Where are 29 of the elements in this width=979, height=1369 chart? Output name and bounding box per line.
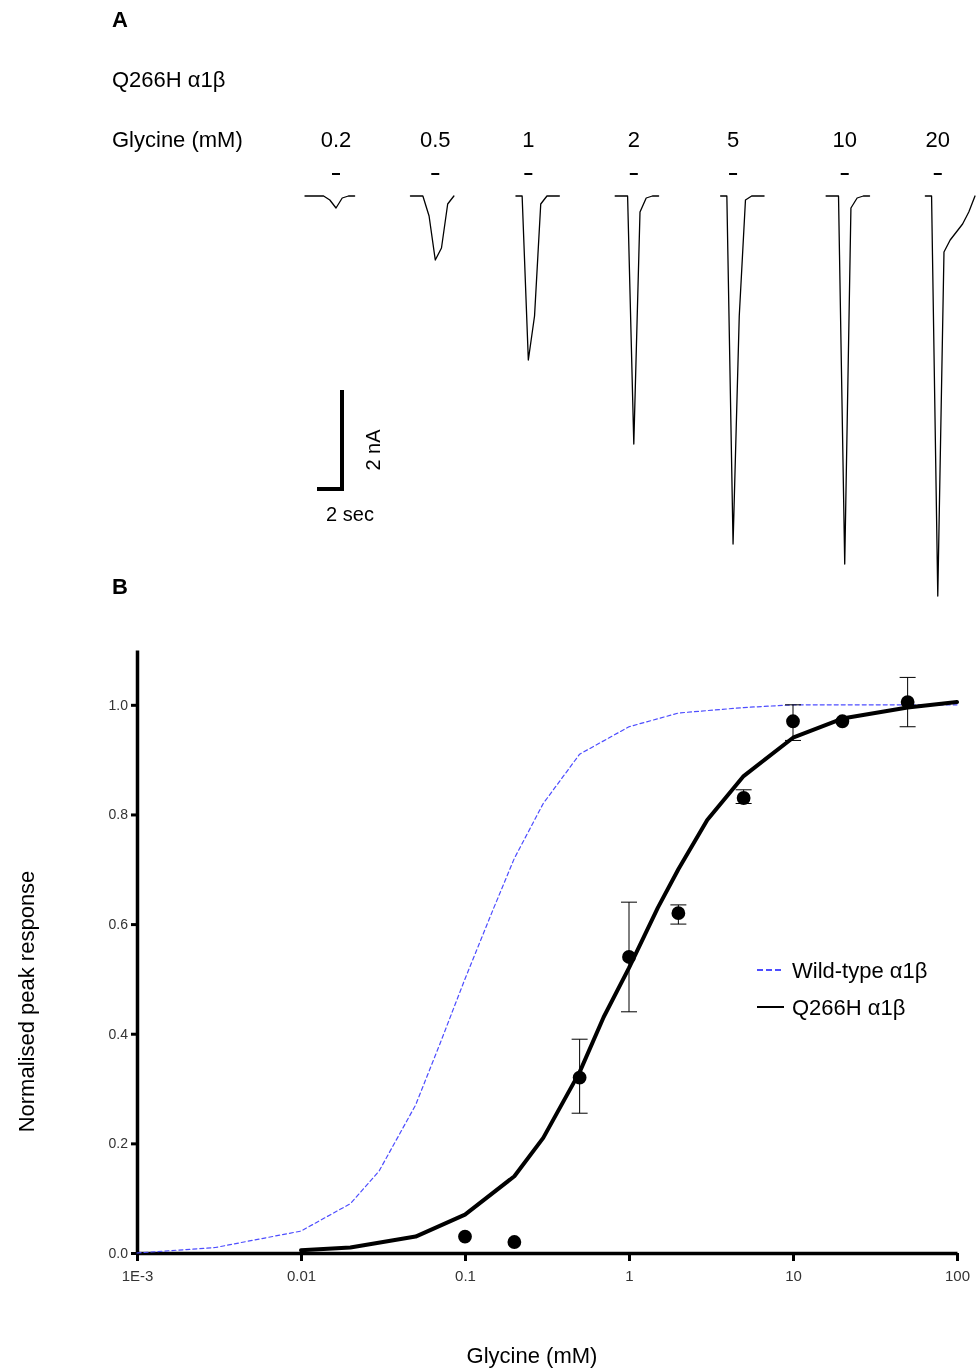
text: 1	[522, 127, 535, 152]
text: 5	[726, 127, 740, 152]
text: A	[112, 7, 128, 32]
x-tick-label: 100	[944, 1266, 971, 1284]
series-label: 10	[832, 127, 857, 152]
text: 2	[627, 127, 640, 152]
y-tick-label: 0.4	[108, 1025, 129, 1042]
x-tick-label: 0.1	[455, 1266, 476, 1284]
series-label: 0.2	[320, 127, 352, 152]
series-label: 0.5	[419, 127, 451, 152]
chart-title: B	[112, 574, 128, 599]
y-tick-label: 0.6	[108, 916, 129, 933]
y-tick-label: 0.8	[108, 806, 129, 823]
annotation: 2 nA	[362, 428, 384, 471]
x-tick-label: 1	[625, 1266, 634, 1284]
x-tick-label: 1E-3	[121, 1266, 154, 1284]
annotation: 2 sec	[326, 503, 374, 525]
legend-label: Wild-type α1β	[792, 958, 928, 983]
x-tick-label: 10	[785, 1266, 802, 1284]
x-tick-label: 0.01	[286, 1266, 317, 1284]
y-tick-label: 0.2	[108, 1135, 129, 1152]
x-axis-title: Glycine (mM)	[466, 1343, 598, 1368]
y-tick-label: 0.0	[108, 1244, 129, 1261]
y-tick-label: 1.0	[108, 696, 129, 713]
legend-title: Glycine (mM)	[112, 127, 243, 152]
y-axis-title: Normalised peak response	[14, 870, 39, 1133]
chart-title: Q266H α1β	[112, 67, 226, 92]
series-label: 20	[925, 127, 951, 152]
legend-label: Q266H α1β	[792, 995, 906, 1020]
